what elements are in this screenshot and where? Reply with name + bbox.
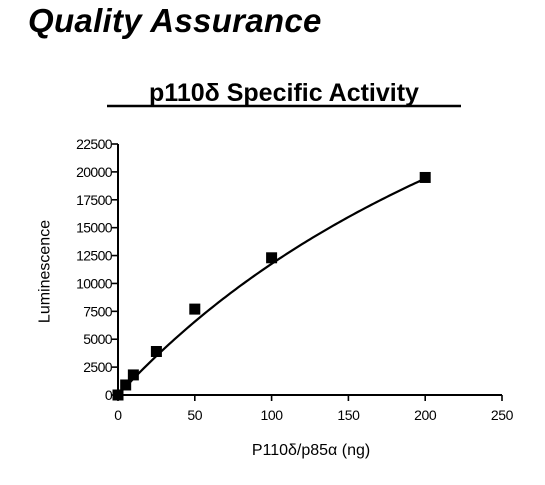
x-tick-label: 50 — [187, 407, 202, 423]
y-tick-label: 17500 — [76, 192, 113, 208]
y-axis-ticks: 0 2500 5000 7500 10000 12500 15000 17500 20000 22… — [76, 136, 118, 403]
x-axis-ticks: 0 50 100 150 200 250 — [114, 395, 514, 423]
data-point — [189, 303, 201, 315]
data-point — [127, 369, 139, 381]
y-axis-label: Luminescence — [37, 220, 54, 323]
y-tick-label: 22500 — [76, 136, 113, 152]
y-tick-label: 2500 — [83, 359, 113, 375]
x-axis-label: P110δ/p85α (ng) — [252, 442, 370, 459]
data-point — [419, 171, 431, 183]
y-tick-label: 20000 — [76, 164, 113, 180]
y-tick-label: 7500 — [83, 303, 113, 319]
y-tick-label: 0 — [105, 387, 113, 403]
y-tick-label: 10000 — [76, 275, 113, 291]
x-tick-label: 250 — [491, 407, 514, 423]
x-tick-label: 200 — [414, 407, 437, 423]
x-tick-label: 150 — [337, 407, 360, 423]
x-tick-label: 100 — [261, 407, 284, 423]
data-points — [112, 171, 431, 401]
data-point — [112, 389, 124, 401]
chart-title: p110δ Specific Activity — [149, 79, 419, 107]
x-tick-label: 0 — [114, 407, 122, 423]
y-tick-label: 5000 — [83, 331, 113, 347]
data-point — [266, 252, 278, 264]
y-tick-label: 12500 — [76, 248, 113, 264]
data-point — [150, 345, 162, 357]
fit-curve — [117, 177, 426, 396]
data-point — [120, 379, 132, 391]
y-tick-label: 15000 — [76, 220, 113, 236]
page-heading: Quality Assurance — [28, 2, 322, 39]
